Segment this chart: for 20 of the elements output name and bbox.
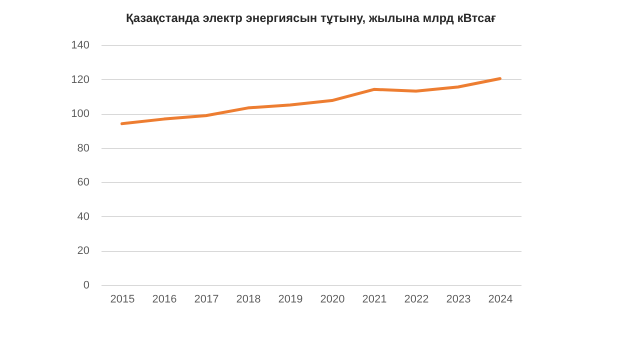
x-tick-label: 2023	[446, 294, 471, 306]
y-tick-label: 20	[77, 245, 90, 258]
x-tick-label: 2018	[236, 294, 261, 306]
y-tick-label: 60	[77, 176, 90, 189]
line-series	[120, 77, 502, 126]
x-tick-label: 2016	[152, 294, 177, 306]
x-tick-label: 2024	[488, 294, 513, 306]
x-tick-label: 2021	[362, 294, 387, 306]
y-tick-label: 40	[77, 210, 90, 223]
y-tick-label: 140	[71, 40, 90, 52]
y-tick-label: 80	[77, 142, 90, 154]
x-tick-label: 2017	[194, 294, 219, 306]
y-tick-label: 120	[71, 74, 90, 86]
chart-title: Қазақстанда электр энергиясын тұтыну, жылына млрд кВтсағ	[126, 11, 496, 25]
y-tick-label: 100	[71, 108, 90, 120]
x-tick-label: 2019	[278, 294, 303, 306]
x-tick-label: 2015	[110, 294, 135, 306]
y-tick-label: 0	[83, 280, 90, 292]
x-tick-label: 2020	[320, 294, 345, 306]
x-tick-label: 2022	[404, 294, 429, 306]
